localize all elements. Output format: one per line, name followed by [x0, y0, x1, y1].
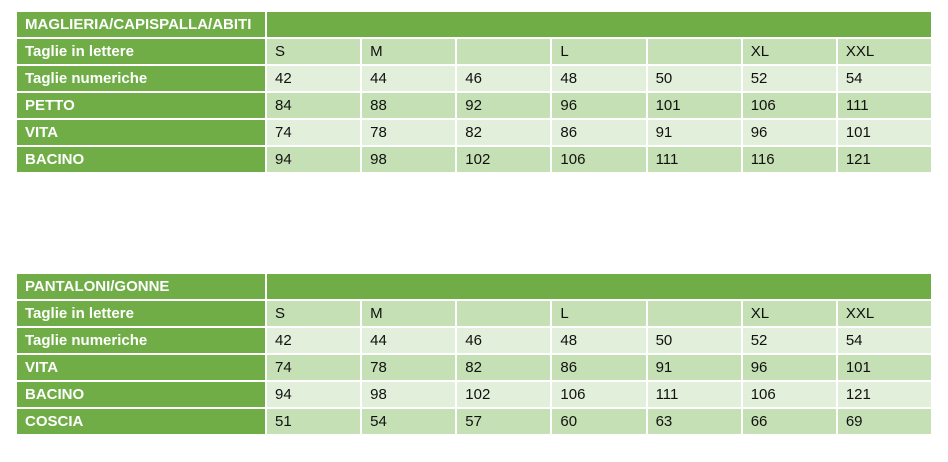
row-label: VITA	[15, 118, 267, 147]
row-label: Taglie numeriche	[15, 64, 267, 93]
size-cell: 86	[550, 118, 648, 147]
title-spacer	[265, 272, 933, 301]
size-cell: 69	[835, 407, 934, 436]
table-row: PETTO 84 88 92 96 101 106 111	[15, 91, 934, 120]
size-cell: L	[550, 37, 648, 66]
table-row: Taglie numeriche 42 44 46 48 50 52 54	[15, 326, 934, 355]
size-cell: 74	[264, 353, 363, 382]
size-cell: 96	[550, 91, 648, 120]
table-title-row: MAGLIERIA/CAPISPALLA/ABITI	[15, 10, 933, 39]
title-spacer	[265, 10, 933, 39]
size-cell: 96	[740, 118, 838, 147]
size-cell: 94	[264, 145, 363, 174]
table-row: BACINO 94 98 102 106 111 116 121	[15, 145, 934, 174]
size-cell: M	[360, 37, 458, 66]
size-cell: 74	[264, 118, 363, 147]
row-label: Taglie in lettere	[15, 37, 267, 66]
size-cell: S	[264, 299, 363, 328]
size-cell: XXL	[835, 37, 934, 66]
maglieria-size-table: MAGLIERIA/CAPISPALLA/ABITI Taglie in lett…	[15, 10, 934, 174]
size-cell: 52	[740, 326, 838, 355]
size-cell: 54	[360, 407, 458, 436]
size-cell: XXL	[835, 299, 934, 328]
size-cell: XL	[740, 37, 838, 66]
size-cell: 102	[455, 145, 553, 174]
size-cell: 54	[835, 326, 934, 355]
size-cell: 116	[740, 145, 838, 174]
size-cell: 42	[264, 64, 363, 93]
size-cell: 94	[264, 380, 363, 409]
row-label: VITA	[15, 353, 267, 382]
size-cell: L	[550, 299, 648, 328]
size-cell: 46	[455, 64, 553, 93]
table-row: BACINO 94 98 102 106 111 106 121	[15, 380, 934, 409]
row-label: BACINO	[15, 380, 267, 409]
table-row: Taglie in lettere S M L XL XXL	[15, 299, 934, 328]
size-cell	[455, 37, 553, 66]
table-row: COSCIA 51 54 57 60 63 66 69	[15, 407, 934, 436]
table-row: Taglie numeriche 42 44 46 48 50 52 54	[15, 64, 934, 93]
size-cell: 92	[455, 91, 553, 120]
size-cell: 57	[455, 407, 553, 436]
size-cell: 106	[550, 380, 648, 409]
size-cell: 78	[360, 118, 458, 147]
size-cell: 101	[645, 91, 743, 120]
size-cell: 63	[645, 407, 743, 436]
row-label: BACINO	[15, 145, 267, 174]
size-cell: 106	[740, 91, 838, 120]
size-cell: 91	[645, 353, 743, 382]
size-cell: 101	[835, 118, 934, 147]
size-cell: 84	[264, 91, 363, 120]
size-cell: 48	[550, 64, 648, 93]
size-cell: 50	[645, 64, 743, 93]
table-row: VITA 74 78 82 86 91 96 101	[15, 118, 934, 147]
size-cell: 106	[550, 145, 648, 174]
row-label: PETTO	[15, 91, 267, 120]
size-cell: 51	[264, 407, 363, 436]
size-cell: 88	[360, 91, 458, 120]
size-cell: 44	[360, 64, 458, 93]
row-label: Taglie in lettere	[15, 299, 267, 328]
table-title-row: PANTALONI/GONNE	[15, 272, 933, 301]
table-row: VITA 74 78 82 86 91 96 101	[15, 353, 934, 382]
size-cell: 50	[645, 326, 743, 355]
size-cell: 42	[264, 326, 363, 355]
size-cell: 82	[455, 353, 553, 382]
size-cell: 98	[360, 380, 458, 409]
size-cell: 82	[455, 118, 553, 147]
size-cell: 111	[645, 145, 743, 174]
size-cell: 52	[740, 64, 838, 93]
size-cell	[645, 299, 743, 328]
size-cell: 46	[455, 326, 553, 355]
size-cell	[455, 299, 553, 328]
size-cell: 111	[835, 91, 934, 120]
size-cell: 121	[835, 380, 934, 409]
size-cell: 48	[550, 326, 648, 355]
size-cell: S	[264, 37, 363, 66]
table-title: PANTALONI/GONNE	[15, 272, 267, 301]
size-cell: 66	[740, 407, 838, 436]
size-cell	[645, 37, 743, 66]
size-cell: 44	[360, 326, 458, 355]
size-cell: 121	[835, 145, 934, 174]
size-cell: 54	[835, 64, 934, 93]
size-cell: XL	[740, 299, 838, 328]
table-title: MAGLIERIA/CAPISPALLA/ABITI	[15, 10, 267, 39]
size-cell: 98	[360, 145, 458, 174]
size-cell: 86	[550, 353, 648, 382]
pantaloni-size-table: PANTALONI/GONNE Taglie in lettere S M L XL XXL…	[15, 272, 934, 436]
size-cell: 102	[455, 380, 553, 409]
size-cell: 91	[645, 118, 743, 147]
size-cell: 106	[740, 380, 838, 409]
size-cell: 101	[835, 353, 934, 382]
size-cell: 111	[645, 380, 743, 409]
size-cell: 60	[550, 407, 648, 436]
table-row: Taglie in lettere S M L XL XXL	[15, 37, 934, 66]
row-label: Taglie numeriche	[15, 326, 267, 355]
size-cell: 78	[360, 353, 458, 382]
size-cell: 96	[740, 353, 838, 382]
row-label: COSCIA	[15, 407, 267, 436]
size-cell: M	[360, 299, 458, 328]
